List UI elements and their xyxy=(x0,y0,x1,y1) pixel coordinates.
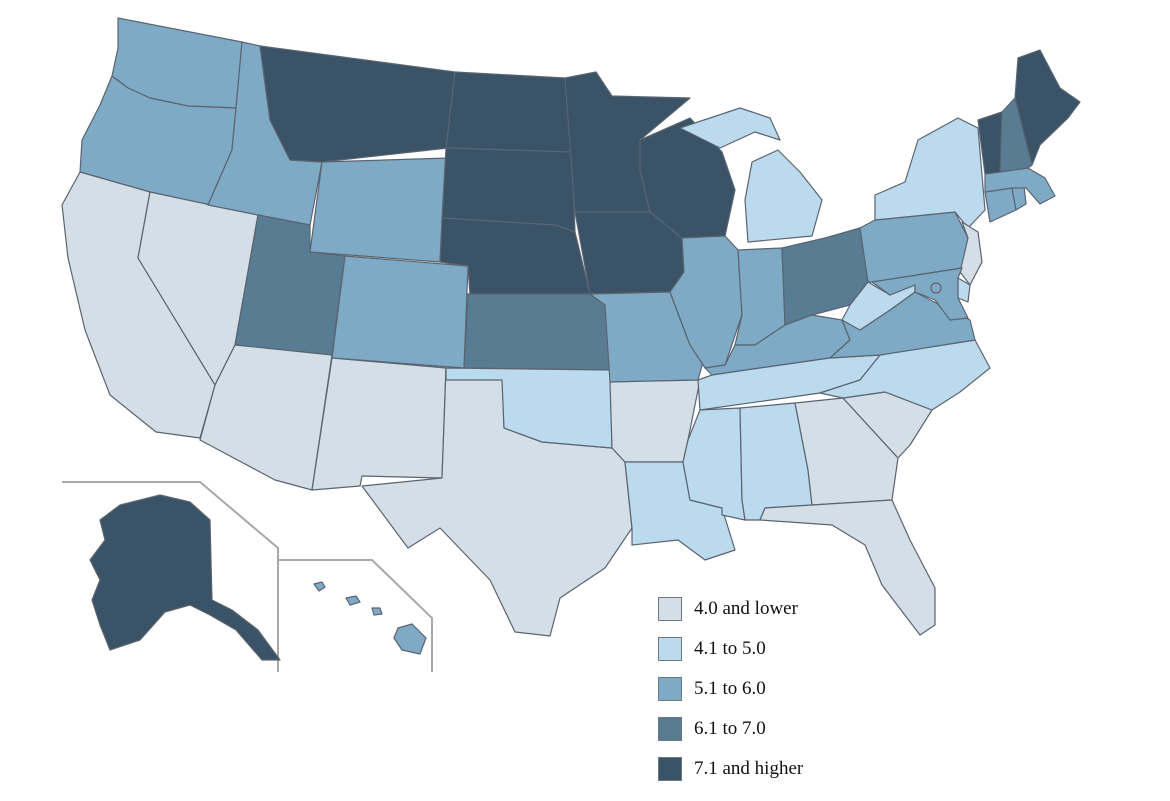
legend-label: 7.1 and higher xyxy=(694,758,804,779)
state-ME xyxy=(1014,49,1081,166)
inset-divider-alaska xyxy=(62,481,279,672)
legend: 4.0 and lower 4.1 to 5.0 5.1 to 6.0 6.1 … xyxy=(658,596,918,796)
legend-label: 6.1 to 7.0 xyxy=(694,718,766,739)
state-HI xyxy=(313,581,427,655)
state-CO xyxy=(331,255,469,369)
state-NC xyxy=(819,339,991,411)
state-MT xyxy=(259,45,456,163)
inset-divider-hawaii xyxy=(278,559,433,672)
state-KS xyxy=(463,293,611,371)
state-NY xyxy=(874,117,986,229)
state-WY xyxy=(309,157,449,263)
state-MA xyxy=(984,167,1056,205)
state-DC xyxy=(930,282,942,294)
legend-swatch xyxy=(658,717,682,741)
legend-item: 7.1 and higher xyxy=(658,756,918,782)
state-MD xyxy=(871,267,969,321)
legend-label: 4.1 to 5.0 xyxy=(694,638,766,659)
legend-item: 6.1 to 7.0 xyxy=(658,716,918,742)
legend-swatch xyxy=(658,757,682,781)
state-CT xyxy=(984,187,1017,223)
legend-item: 5.1 to 6.0 xyxy=(658,676,918,702)
state-FL xyxy=(759,499,936,636)
legend-item: 4.1 to 5.0 xyxy=(658,636,918,662)
state-AK xyxy=(89,494,281,661)
legend-swatch xyxy=(658,677,682,701)
legend-item: 4.0 and lower xyxy=(658,596,918,622)
legend-swatch xyxy=(658,637,682,661)
legend-swatch xyxy=(658,597,682,621)
state-NM xyxy=(311,357,447,491)
state-ND xyxy=(445,71,573,153)
legend-label: 5.1 to 6.0 xyxy=(694,678,766,699)
state-MI xyxy=(679,107,823,243)
legend-label: 4.0 and lower xyxy=(694,598,798,619)
state-NH xyxy=(999,97,1033,173)
